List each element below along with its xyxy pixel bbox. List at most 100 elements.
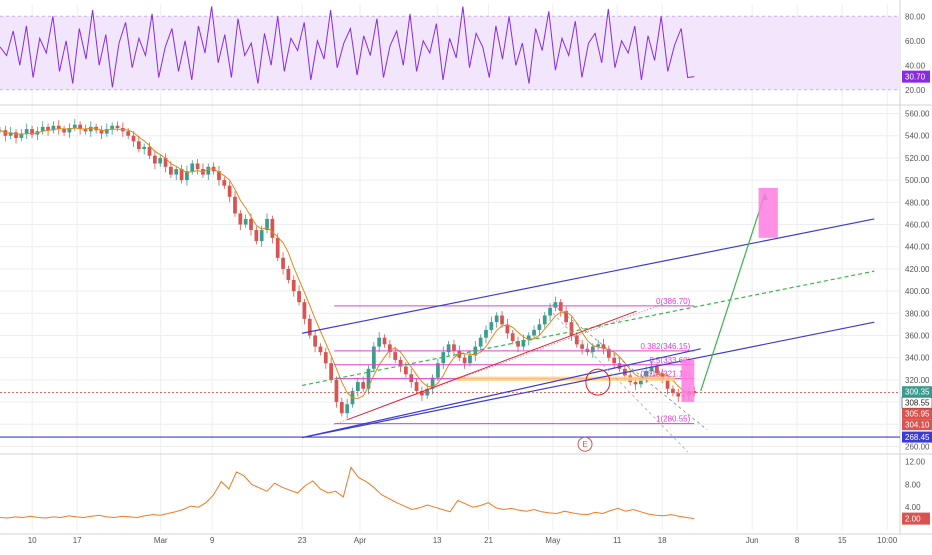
candle-body	[692, 390, 697, 394]
fib-level-label: 1(280.55)	[656, 415, 691, 424]
price-tag-label: 268.45	[905, 433, 930, 442]
candle-body	[275, 237, 280, 258]
price-tick-label: 460.00	[905, 221, 930, 230]
axis-layer: 10 17 Mar 9 23 Apr 13 21 May 11 18 Jun 8 15 10:00 20.00…	[28, 12, 932, 545]
candle-body	[382, 337, 387, 345]
price-tag	[902, 419, 932, 431]
candle-body	[665, 379, 670, 389]
candle-body	[574, 335, 579, 345]
price-tick-label: 320.00	[905, 376, 930, 385]
price-panel: 0(386.70) 0.382(346.15) 0.5(333.60) 0.618(3…	[0, 119, 900, 453]
rsi-last-value-label: 30.70	[905, 73, 926, 82]
price-tag	[902, 408, 932, 420]
candle-body	[286, 268, 291, 280]
price-tick-label: 560.00	[905, 110, 930, 119]
channel-inner-line	[302, 348, 701, 439]
candle-body	[265, 218, 269, 231]
candle-body	[40, 126, 45, 132]
x-tick-label: 9	[210, 536, 215, 545]
candle-body	[633, 382, 638, 385]
candle-body	[217, 171, 221, 181]
x-tick-label: 21	[484, 536, 493, 545]
candle-body	[500, 315, 504, 325]
price-tag-label: 308.55	[905, 399, 930, 408]
candle-body	[291, 280, 296, 292]
candle-body	[516, 341, 520, 347]
red-trend-line	[346, 310, 637, 421]
fib-level-label: 0.5(333.60)	[649, 356, 690, 365]
price-tag-label: 305.95	[905, 410, 930, 419]
candle-body	[671, 388, 675, 394]
candle-body	[468, 355, 472, 364]
candle-body	[484, 329, 488, 338]
volatility-tick-label: 12.00	[905, 458, 926, 467]
candle-body	[404, 366, 408, 375]
candle-body	[339, 402, 344, 414]
candle-body	[19, 133, 24, 138]
target-price-box	[758, 187, 778, 238]
x-tick-label: Jun	[746, 536, 759, 545]
price-tick-label: 520.00	[905, 154, 930, 163]
candle-body	[371, 346, 376, 369]
candle-body	[115, 125, 120, 128]
candle-body	[153, 155, 157, 164]
candle-body	[243, 218, 248, 225]
candle-body	[436, 363, 440, 378]
candle-body	[655, 366, 659, 374]
candles-group	[0, 119, 697, 419]
channel-mid-line	[302, 270, 875, 387]
candle-body	[318, 346, 323, 353]
price-tick-label: 380.00	[905, 309, 930, 318]
price-tag-label: 309.35	[905, 388, 930, 397]
candle-body	[51, 125, 56, 131]
downtrend-dashed-line-2	[552, 313, 689, 453]
candle-body	[72, 124, 77, 128]
projection-line	[700, 193, 766, 392]
candle-body	[676, 393, 681, 397]
moving-average-line	[0, 127, 695, 400]
rsi-tick-label: 80.00	[905, 12, 926, 21]
price-tick-label: 400.00	[905, 287, 930, 296]
x-tick-label: Mar	[154, 536, 168, 545]
fib-level-label: 0.618(321.10)	[640, 370, 690, 379]
fib-diagonal-line	[334, 304, 663, 425]
candle-body	[281, 257, 285, 269]
grid-layer	[0, 0, 932, 535]
candle-body	[206, 166, 211, 175]
candle-body	[446, 344, 451, 353]
candle-body	[521, 339, 526, 347]
candle-body	[142, 146, 147, 150]
candle-body	[179, 169, 184, 181]
candle-body	[580, 344, 585, 349]
rsi-last-value-tag	[902, 70, 930, 83]
candle-body	[62, 129, 66, 133]
price-tick-label: 540.00	[905, 132, 930, 141]
candle-body	[126, 131, 131, 136]
candle-body	[334, 379, 339, 403]
candle-body	[254, 230, 259, 242]
candle-body	[542, 315, 547, 325]
candle-body	[601, 344, 606, 349]
channel-lower-line	[302, 321, 875, 439]
candle-body	[169, 166, 173, 175]
candle-body	[462, 357, 467, 364]
x-tick-label: 18	[658, 536, 667, 545]
candle-body	[110, 125, 115, 130]
event-marker[interactable]	[577, 436, 593, 452]
volatility-panel	[0, 466, 695, 520]
price-tag	[902, 431, 932, 443]
candle-body	[88, 126, 93, 132]
volatility-tick-label: 8.00	[905, 480, 921, 489]
candle-body	[558, 302, 563, 312]
volatility-last-value-label: 2.00	[905, 515, 921, 524]
x-tick-label: 15	[838, 536, 847, 545]
candle-body	[30, 129, 34, 135]
candle-body	[548, 307, 552, 316]
price-tick-label: 340.00	[905, 354, 930, 363]
candle-body	[452, 344, 456, 352]
price-tick-label: 480.00	[905, 198, 930, 207]
rsi-tick-label: 60.00	[905, 37, 926, 46]
